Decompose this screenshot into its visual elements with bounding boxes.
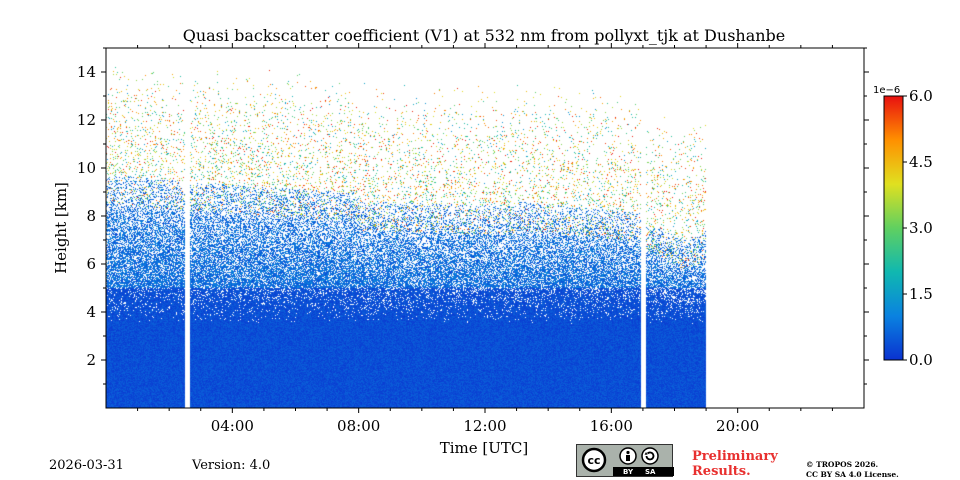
y-tick-label: 2 bbox=[86, 351, 96, 369]
y-tick-label: 4 bbox=[86, 303, 96, 321]
x-tick-label: 20:00 bbox=[716, 417, 759, 435]
cc-license-badge: cc BY SA bbox=[576, 444, 674, 477]
cc-badge-strip: BY SA bbox=[613, 467, 674, 476]
x-tick-label: 08:00 bbox=[337, 417, 380, 435]
y-tick-label: 8 bbox=[86, 207, 96, 225]
heatmap-image bbox=[106, 48, 864, 408]
cc-sa-label: SA bbox=[645, 468, 656, 476]
colorbar-ticks: 0.0 1.5 3.0 4.5 6.0 bbox=[903, 87, 933, 369]
chart-title: Quasi backscatter coefficient (V1) at 53… bbox=[183, 26, 786, 45]
colorbar-tick-label: 1.5 bbox=[909, 285, 933, 303]
colorbar-scale-label: 1e−6 bbox=[873, 85, 900, 96]
x-axis-label: Time [UTC] bbox=[440, 439, 529, 457]
colorbar-tick-label: 4.5 bbox=[909, 153, 933, 171]
y-axis-label: Height [km] bbox=[52, 182, 70, 274]
preliminary-line2: Results. bbox=[692, 464, 751, 479]
y-tick-label: 10 bbox=[77, 159, 96, 177]
colorbar-tick-label: 0.0 bbox=[909, 351, 933, 369]
colorbar: 1e−6 0.0 1.5 3.0 4.5 6.0 bbox=[873, 85, 933, 369]
preliminary-notice: Preliminary Results. bbox=[692, 449, 778, 479]
cc-by-label: BY bbox=[623, 468, 634, 476]
y-tick-label: 14 bbox=[77, 63, 96, 81]
x-tick-label: 12:00 bbox=[463, 417, 506, 435]
footer-date: 2026-03-31 bbox=[49, 458, 124, 473]
y-tick-label: 12 bbox=[77, 111, 96, 129]
y-tick-label: 6 bbox=[86, 255, 96, 273]
x-tick-label: 16:00 bbox=[590, 417, 633, 435]
plot-area: 04:00 08:00 12:00 16:00 20:00 2 4 6 8 10 12 14 bbox=[77, 43, 869, 435]
cc-logo-icon bbox=[581, 447, 607, 473]
colorbar-tick-label: 6.0 bbox=[909, 87, 933, 105]
license-line2: CC BY SA 4.0 License. bbox=[806, 470, 899, 479]
x-tick-label: 04:00 bbox=[211, 417, 254, 435]
cc-logo-text: cc bbox=[587, 454, 600, 467]
footer-version: Version: 4.0 bbox=[192, 458, 271, 473]
colorbar-tick-label: 3.0 bbox=[909, 219, 933, 237]
license-notice: © TROPOS 2026. CC BY SA 4.0 License. bbox=[806, 460, 899, 480]
license-line1: © TROPOS 2026. bbox=[806, 460, 879, 469]
preliminary-line1: Preliminary bbox=[692, 449, 778, 464]
colorbar-gradient bbox=[883, 95, 904, 361]
y-axis: 2 4 6 8 10 12 14 bbox=[77, 47, 869, 385]
x-axis: 04:00 08:00 12:00 16:00 20:00 bbox=[137, 43, 833, 435]
share-alike-icon bbox=[641, 447, 659, 465]
